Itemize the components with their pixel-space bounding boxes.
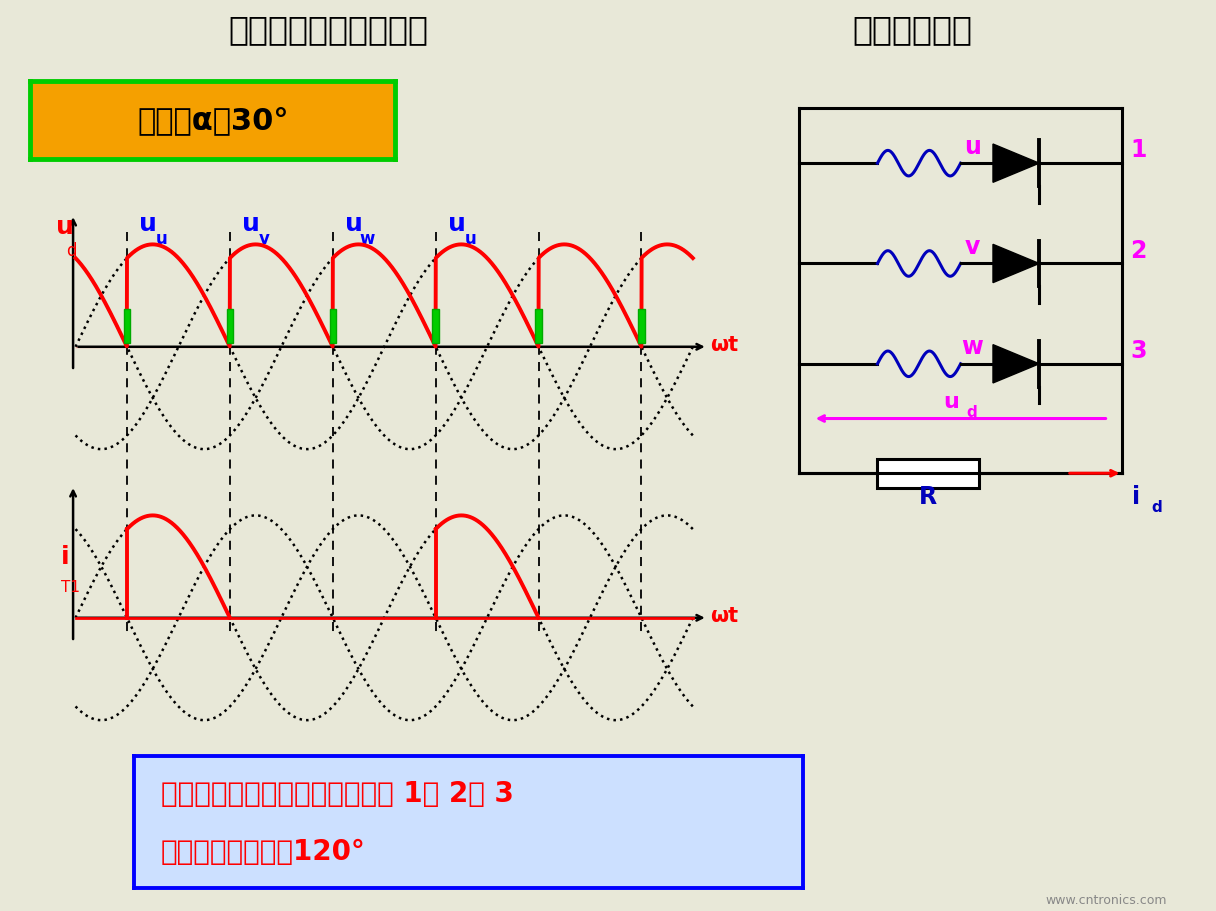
Bar — [535, 310, 542, 343]
Text: ωt: ωt — [710, 335, 738, 355]
Text: www.cntronics.com: www.cntronics.com — [1046, 894, 1167, 906]
Text: u: u — [944, 392, 959, 412]
Text: w: w — [360, 230, 375, 248]
Text: u: u — [242, 211, 260, 235]
Text: ωt: ωt — [710, 606, 738, 626]
Text: 控制角α＝30°: 控制角α＝30° — [137, 107, 288, 135]
Text: 3: 3 — [1131, 339, 1147, 363]
Text: d: d — [967, 404, 978, 420]
Text: u: u — [156, 230, 168, 248]
Bar — [124, 310, 130, 343]
Text: u: u — [344, 211, 362, 235]
Text: 晶闸管导通角仍为120°: 晶闸管导通角仍为120° — [161, 837, 365, 865]
Bar — [330, 310, 336, 343]
Text: 1: 1 — [1131, 138, 1147, 162]
Text: 电流处于连续与断续的临界点， 1、 2、 3: 电流处于连续与断续的临界点， 1、 2、 3 — [161, 779, 513, 807]
Text: v: v — [259, 230, 270, 248]
Bar — [878, 459, 979, 488]
Text: i: i — [61, 545, 69, 568]
Bar — [226, 310, 233, 343]
Text: w: w — [962, 335, 983, 359]
Text: i: i — [1132, 485, 1139, 508]
Polygon shape — [993, 345, 1040, 384]
Text: d: d — [1152, 499, 1161, 514]
Bar — [638, 310, 644, 343]
Text: u: u — [56, 215, 74, 239]
Text: T1: T1 — [61, 579, 80, 594]
Text: d: d — [67, 242, 77, 261]
Text: R: R — [919, 485, 938, 508]
Text: 纯电阻性负载: 纯电阻性负载 — [852, 13, 972, 46]
Text: u: u — [447, 211, 466, 235]
Text: v: v — [964, 235, 980, 259]
Text: u: u — [139, 211, 157, 235]
Text: u: u — [964, 135, 980, 159]
Polygon shape — [993, 245, 1040, 283]
Text: u: u — [465, 230, 477, 248]
Bar — [433, 310, 439, 343]
Polygon shape — [993, 145, 1040, 183]
Text: 三相半波可控整流电路: 三相半波可控整流电路 — [229, 13, 428, 46]
Text: 2: 2 — [1131, 239, 1147, 262]
